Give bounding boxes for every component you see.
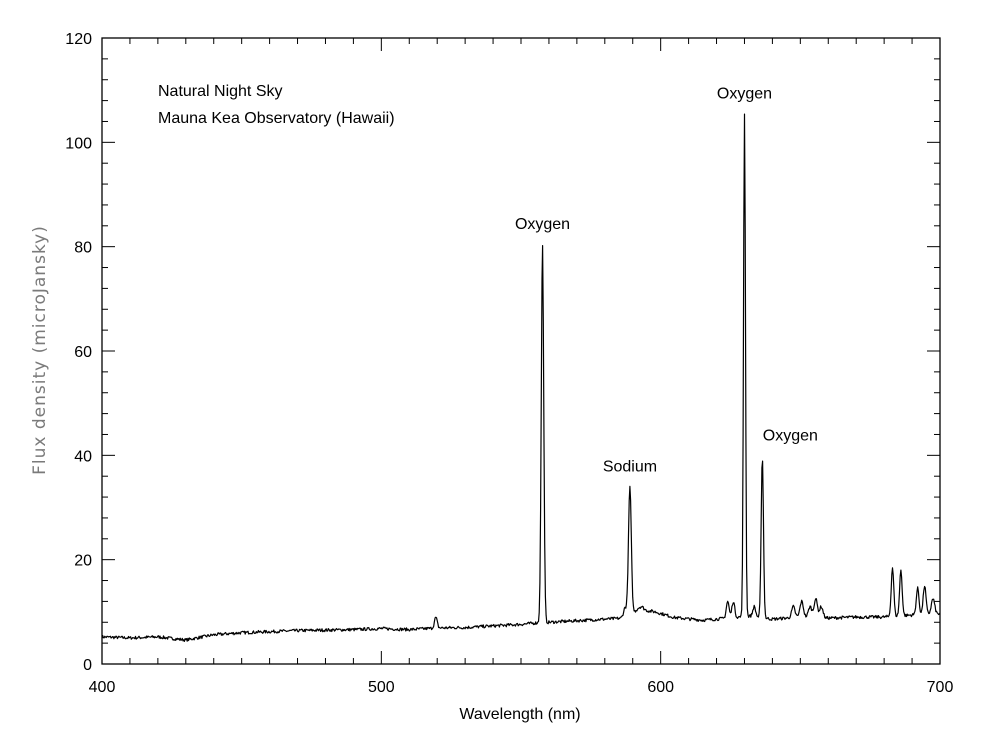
axis-ticks [101,37,941,665]
info-line: Mauna Kea Observatory (Hawaii) [158,110,395,127]
y-tick-label: 40 [74,448,92,465]
plot-border [101,37,941,665]
info-line: Natural Night Sky [158,83,283,100]
x-tick-label: 600 [647,679,674,696]
y-tick-label: 100 [65,135,92,152]
spectrum-line [101,113,941,642]
y-tick-label: 20 [74,553,92,570]
peak-label: Oxygen [515,216,570,233]
y-tick-label: 80 [74,240,92,257]
y-axis-label: Flux density (microJansky) [30,225,50,475]
line-annotations: Oxygen Sodium Oxygen Oxygen [515,86,818,476]
y-tick-label: 60 [74,344,92,361]
y-tick-label: 120 [65,31,92,48]
peak-label: Oxygen [717,86,772,103]
x-tick-label: 400 [89,679,116,696]
x-tick-label: 500 [368,679,395,696]
chart-info-text: Natural Night Sky Mauna Kea Observatory (… [158,83,395,127]
y-tick-label: 0 [83,657,92,674]
peak-label: Sodium [603,459,657,476]
x-axis-label: Wavelength (nm) [459,706,580,723]
plot-frame [101,37,941,665]
x-tick-label: 700 [927,679,954,696]
peak-label: Oxygen [763,427,818,444]
axis-tick-labels: 400 500 600 700 0 20 40 60 80 100 120 [65,31,953,696]
